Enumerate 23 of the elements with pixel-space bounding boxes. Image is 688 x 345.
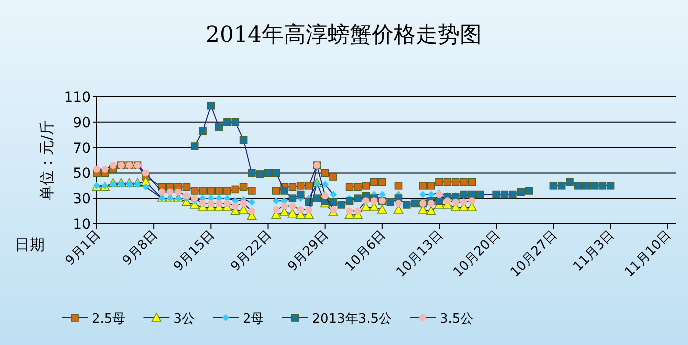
y-tick-label: 30 [73, 192, 91, 208]
y-tick-label: 70 [73, 140, 91, 157]
x-tick-label: 10月27日 [508, 228, 561, 281]
x-axis-title: 日期 [15, 236, 45, 254]
y-tick-label: 50 [73, 166, 91, 182]
y-tick-label: 90 [73, 115, 91, 132]
x-tick-label: 9月15日 [171, 228, 218, 275]
y-tick-label: 110 [64, 90, 91, 106]
x-tick-label: 11月3日 [571, 228, 618, 275]
chart-title: 2014年高淳螃蟹价格走势图 [206, 23, 482, 48]
x-tick-label: 11月10日 [622, 228, 675, 281]
legend-label: 2013年3.5公 [312, 312, 392, 327]
y-axis-title: 单位：元/斤 [38, 120, 56, 201]
x-tick-label: 10月6日 [342, 228, 390, 275]
x-tick-label: 10月20日 [451, 228, 504, 281]
legend-label: 3公 [174, 312, 195, 327]
legend-label: 2母 [242, 312, 264, 327]
x-tick-label: 10月13日 [394, 228, 446, 281]
x-tick-label: 9月29日 [286, 228, 332, 275]
legend-label: 2.5母 [92, 312, 126, 327]
x-tick-label: 9月22日 [228, 228, 276, 275]
legend-label: 3.5公 [440, 312, 474, 327]
x-tick-label: 9月8日 [120, 228, 161, 269]
